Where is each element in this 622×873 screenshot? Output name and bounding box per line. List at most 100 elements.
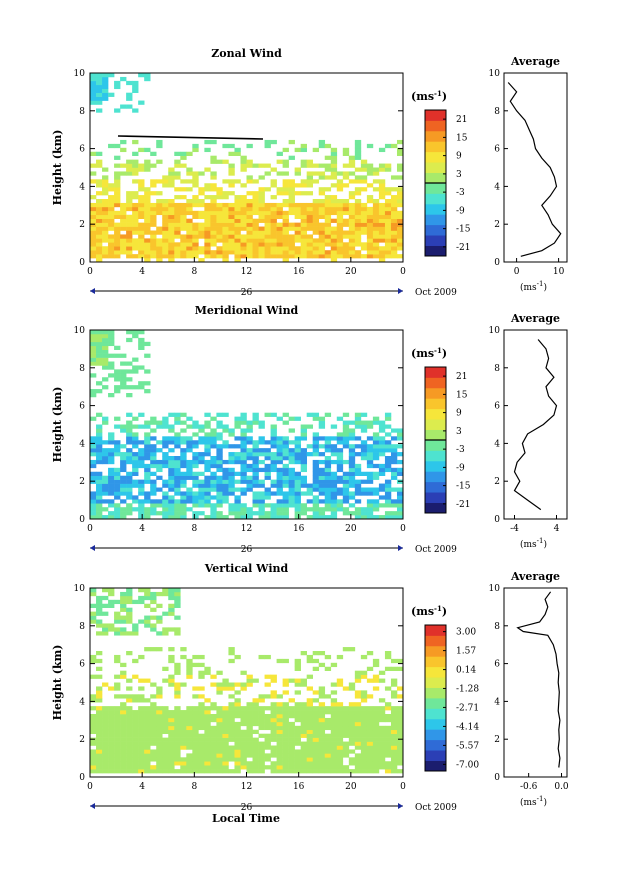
heatmap-cell bbox=[150, 591, 157, 597]
heatmap-cell bbox=[348, 432, 356, 437]
heatmap-cell bbox=[390, 428, 398, 433]
heatmap-cell bbox=[102, 491, 109, 496]
heatmap-cell bbox=[348, 725, 356, 731]
heatmap-cell bbox=[390, 222, 398, 227]
heatmap-cell bbox=[168, 479, 175, 484]
heatmap-cell bbox=[96, 179, 103, 184]
heatmap-cell bbox=[96, 428, 103, 433]
heatmap-cell bbox=[234, 250, 241, 255]
heatmap-cell bbox=[126, 234, 133, 239]
heatmap-cell bbox=[108, 187, 115, 192]
heatmap-cell bbox=[174, 714, 181, 719]
heatmap-cell bbox=[336, 199, 344, 204]
heatmap-cell bbox=[312, 737, 320, 742]
heatmap-cell bbox=[234, 420, 241, 425]
heatmap-cell bbox=[198, 511, 205, 516]
heatmap-cell bbox=[150, 242, 157, 247]
heatmap-cell bbox=[90, 330, 97, 335]
heatmap-cell bbox=[354, 702, 362, 707]
heatmap-cell bbox=[270, 428, 277, 433]
colorbar-tick-label: 3 bbox=[456, 427, 462, 437]
heatmap-cell bbox=[282, 725, 289, 731]
heatmap-cell bbox=[228, 479, 235, 484]
heatmap-cell bbox=[168, 515, 175, 520]
heatmap-cell bbox=[108, 337, 115, 343]
heatmap-cell bbox=[210, 139, 217, 145]
heatmap-cell bbox=[108, 749, 115, 754]
heatmap-cell bbox=[270, 503, 277, 508]
heatmap-cell bbox=[300, 226, 307, 231]
heatmap-cell bbox=[192, 769, 199, 774]
heatmap-cell bbox=[102, 349, 109, 354]
heatmap-cell bbox=[336, 654, 344, 660]
heatmap-cell bbox=[180, 448, 187, 453]
heatmap-cell bbox=[198, 503, 205, 508]
heatmap-cell bbox=[150, 448, 157, 453]
heatmap-cell bbox=[156, 615, 163, 620]
heatmap-cell bbox=[288, 737, 295, 742]
average-profile-line bbox=[513, 339, 558, 511]
heatmap-cell bbox=[324, 666, 332, 671]
heatmap-cell bbox=[174, 515, 181, 520]
heatmap-cell bbox=[330, 487, 338, 492]
heatmap-cell bbox=[174, 595, 181, 601]
heatmap-cell bbox=[366, 246, 374, 251]
heatmap-cell bbox=[372, 714, 380, 719]
heatmap-cell bbox=[372, 230, 380, 235]
heatmap-cell bbox=[378, 483, 386, 488]
heatmap-cell bbox=[102, 595, 109, 601]
heatmap-cell bbox=[270, 714, 277, 719]
heatmap-cell bbox=[150, 714, 157, 719]
heatmap-cell bbox=[204, 503, 211, 508]
heatmap-cell bbox=[162, 666, 169, 671]
x-tick-label: 0 bbox=[87, 267, 93, 277]
heatmap-cell bbox=[108, 143, 115, 149]
heatmap-cell bbox=[96, 452, 103, 457]
heatmap-cell bbox=[384, 749, 392, 754]
heatmap-cell bbox=[108, 741, 115, 746]
heatmap-cell bbox=[294, 459, 301, 465]
heatmap-cell bbox=[126, 698, 133, 703]
heatmap-cell bbox=[378, 714, 386, 719]
heatmap-cell bbox=[174, 242, 181, 247]
heatmap-cell bbox=[192, 147, 199, 153]
heatmap-cell bbox=[186, 714, 193, 719]
heatmap-cell bbox=[96, 432, 103, 437]
heatmap-cell bbox=[240, 420, 247, 425]
heatmap-cell bbox=[264, 448, 271, 453]
heatmap-cell bbox=[336, 459, 344, 465]
heatmap-cell bbox=[216, 250, 223, 255]
heatmap-cell bbox=[114, 163, 121, 168]
heatmap-cell bbox=[324, 242, 332, 247]
heatmap-cell bbox=[264, 471, 271, 476]
heatmap-cell bbox=[246, 210, 253, 216]
heatmap-cell bbox=[108, 706, 115, 711]
heatmap-cell bbox=[348, 686, 356, 691]
heatmap-cell bbox=[270, 507, 277, 512]
heatmap-cell bbox=[324, 467, 332, 473]
heatmap-cell bbox=[318, 753, 326, 758]
heatmap-cell bbox=[384, 654, 392, 660]
heatmap-cell bbox=[144, 710, 151, 715]
colorbar-tick-label: 15 bbox=[456, 390, 468, 400]
heatmap-cell bbox=[354, 491, 362, 496]
heatmap-cell bbox=[108, 471, 115, 476]
heatmap-cell bbox=[282, 412, 289, 417]
heatmap-cell bbox=[264, 412, 271, 417]
heatmap-cell bbox=[180, 765, 187, 770]
heatmap-cell bbox=[312, 761, 320, 766]
heatmap-cell bbox=[282, 706, 289, 711]
heatmap-cell bbox=[270, 702, 277, 707]
heatmap-cell bbox=[354, 737, 362, 742]
heatmap-cell bbox=[312, 246, 320, 251]
heatmap-cell bbox=[156, 753, 163, 758]
heatmap-cell bbox=[156, 202, 163, 208]
heatmap-cell bbox=[174, 254, 181, 259]
heatmap-cell bbox=[174, 753, 181, 758]
heatmap-cell bbox=[252, 737, 259, 742]
heatmap-cell bbox=[120, 670, 127, 675]
heatmap-cell bbox=[216, 686, 223, 691]
heatmap-cell bbox=[342, 499, 350, 504]
heatmap-cell bbox=[372, 706, 380, 711]
heatmap-cell bbox=[204, 226, 211, 231]
